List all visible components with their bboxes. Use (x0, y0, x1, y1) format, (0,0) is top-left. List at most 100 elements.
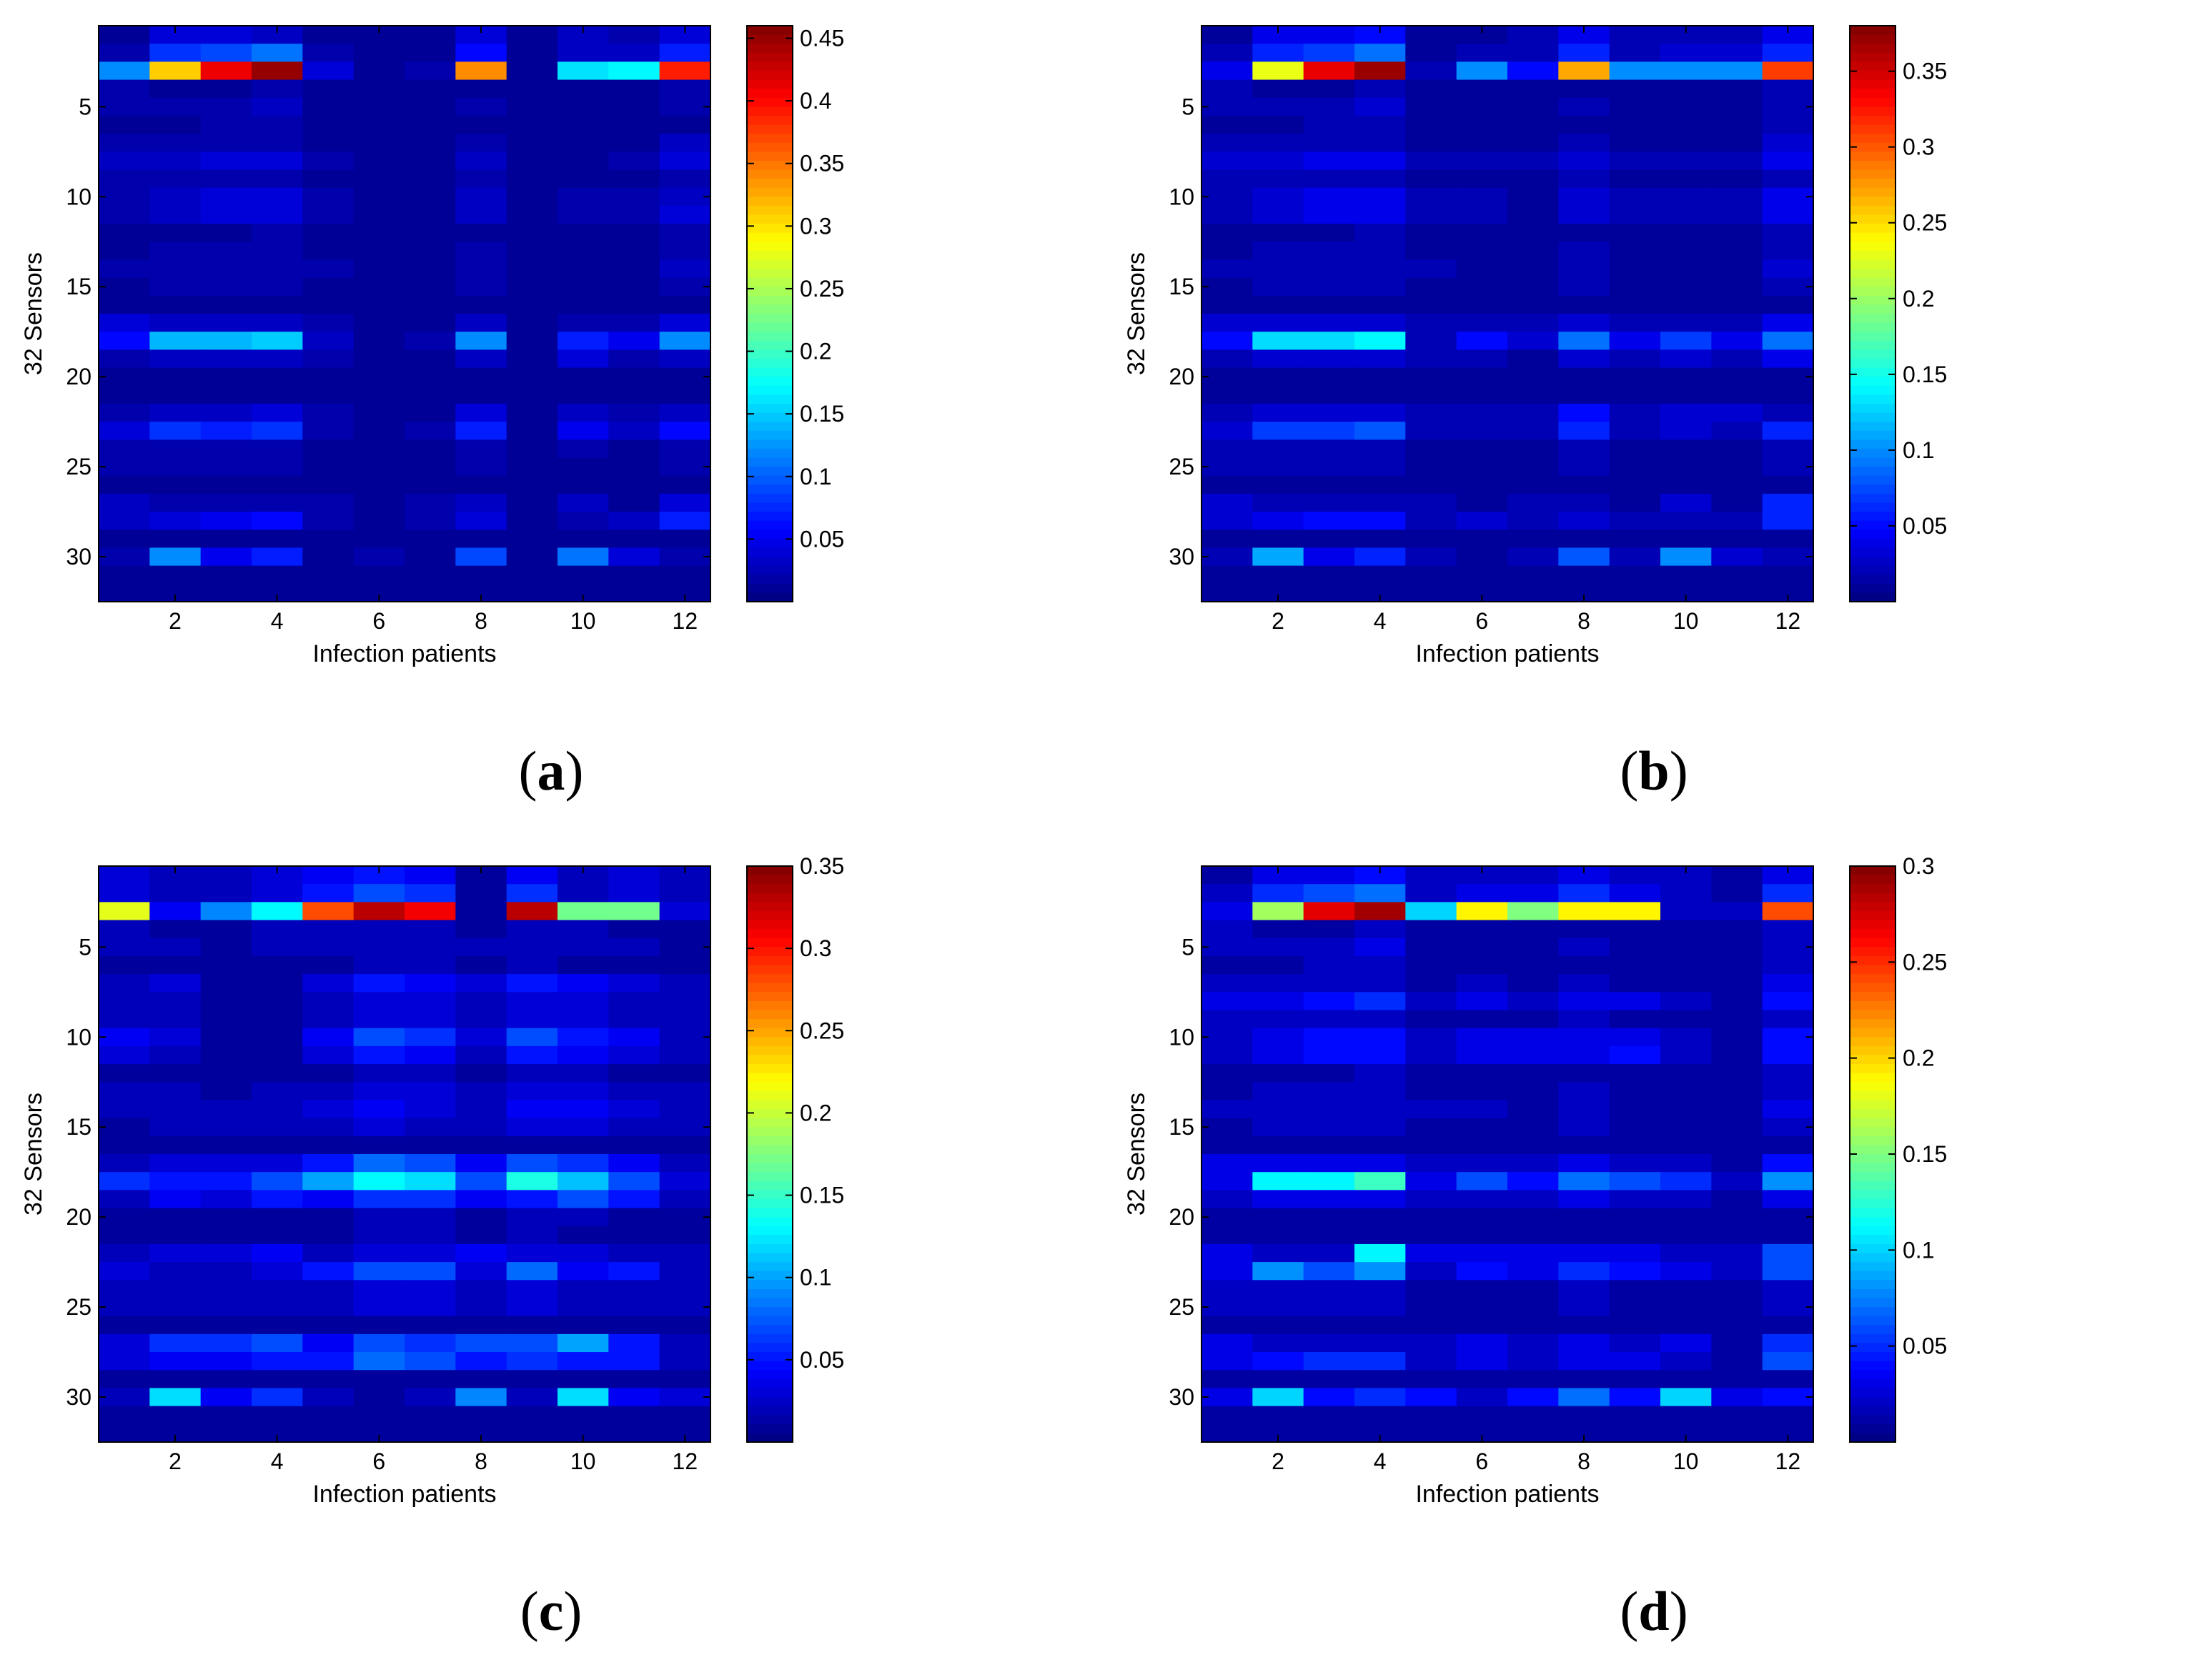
heatmap-cell (99, 277, 150, 297)
heatmap-cell (1762, 1243, 1814, 1263)
heatmap-cell (1660, 151, 1712, 171)
heatmap-cell (1558, 61, 1610, 81)
heatmap-cell (1456, 151, 1508, 171)
heatmap-cell (608, 565, 660, 585)
heatmap-cell (1201, 920, 1253, 939)
heatmap-cell (1252, 224, 1304, 242)
colorbar-segment (747, 1064, 793, 1074)
heatmap-cell (1201, 1082, 1253, 1101)
heatmap-cell (200, 974, 252, 993)
heatmap-cell (1354, 422, 1406, 440)
colorbar-segment (747, 1145, 793, 1155)
heatmap-cell (405, 1316, 456, 1335)
heatmap-cell (558, 97, 609, 116)
heatmap-cell (1711, 224, 1763, 242)
colorbar-segment (747, 224, 793, 234)
heatmap-cell (1252, 1406, 1304, 1425)
colorbar-segment (747, 322, 793, 332)
heatmap-cell (1609, 422, 1661, 440)
heatmap-cell (149, 1118, 202, 1137)
colorbar-segment (747, 1226, 793, 1236)
heatmap-cell (506, 115, 558, 134)
colorbar-segment (747, 197, 793, 207)
heatmap-cell (252, 1135, 303, 1155)
heatmap-cell (302, 1064, 355, 1083)
heatmap-cell (1660, 259, 1712, 279)
heatmap-cell (353, 938, 405, 957)
colorbar-segment (747, 1055, 793, 1065)
heatmap-cell (1201, 169, 1253, 189)
colorbar-segment (1850, 1118, 1896, 1128)
colorbar-segment (747, 1370, 793, 1380)
heatmap-cell (99, 1064, 150, 1083)
heatmap-cell (1405, 530, 1457, 549)
heatmap-cell (200, 565, 252, 585)
heatmap-cell (506, 1298, 558, 1317)
heatmap-cell (1354, 1082, 1406, 1101)
heatmap-cell (1456, 97, 1508, 116)
heatmap-cell (252, 955, 303, 975)
heatmap-cell (608, 493, 660, 512)
heatmap-cell (99, 367, 150, 387)
heatmap-cell (1354, 1333, 1406, 1353)
heatmap-cell (200, 920, 252, 939)
colorbar-tick-label: 0.4 (800, 88, 831, 114)
heatmap-cell (302, 44, 355, 62)
heatmap-cell (1609, 457, 1661, 477)
heatmap-cell (455, 1100, 507, 1119)
heatmap-cell (1762, 1298, 1814, 1317)
heatmap-cell (1609, 1388, 1661, 1407)
heatmap-cell (1711, 1190, 1763, 1209)
heatmap-cell (608, 1135, 660, 1155)
heatmap-cell (506, 1280, 558, 1299)
colorbar-segment (747, 232, 793, 242)
heatmap-cell (1405, 115, 1457, 134)
heatmap-cell (200, 1135, 252, 1155)
colorbar-segment (747, 1262, 793, 1272)
y-tick-label: 25 (1169, 454, 1194, 479)
heatmap-cell (1303, 1298, 1355, 1317)
heatmap-cell (608, 422, 660, 440)
heatmap-cell (405, 1388, 456, 1407)
heatmap-cell (1558, 1190, 1610, 1209)
x-axis-label: Infection patients (312, 640, 496, 667)
heatmap-cell (455, 97, 507, 116)
heatmap-cell (1507, 884, 1559, 903)
heatmap-cell (659, 314, 711, 332)
heatmap-cell (1303, 1154, 1355, 1173)
heatmap-cell (659, 1208, 711, 1227)
heatmap-cell (1252, 1333, 1304, 1353)
heatmap-cell (1660, 367, 1712, 387)
heatmap-cell (200, 1226, 252, 1245)
heatmap-cell (200, 547, 252, 567)
heatmap-cell (1507, 349, 1559, 369)
heatmap-cell (1558, 115, 1610, 134)
heatmap-cell (608, 1298, 660, 1317)
heatmap-cell (659, 1298, 711, 1317)
colorbar-segment (1850, 965, 1896, 975)
heatmap-cell (1762, 385, 1814, 404)
heatmap-cell (1762, 565, 1814, 585)
colorbar-tick-label: 0.35 (800, 151, 844, 177)
heatmap-cell (1303, 1406, 1355, 1425)
heatmap-cell (1456, 314, 1508, 332)
heatmap-cell (149, 938, 202, 957)
colorbar-segment (1850, 1423, 1896, 1433)
heatmap-cell (405, 224, 456, 242)
heatmap-cell (506, 1316, 558, 1335)
heatmap-cell (1303, 938, 1355, 957)
colorbar-segment (1850, 1406, 1896, 1416)
heatmap-cell (1558, 1100, 1610, 1119)
heatmap-cell (1609, 1316, 1661, 1335)
heatmap-cell (1660, 349, 1712, 369)
heatmap-cell (1558, 439, 1610, 459)
heatmap-cell (149, 1243, 202, 1263)
heatmap-cell (1201, 26, 1253, 44)
heatmap-cell (659, 439, 711, 459)
heatmap-cell (1252, 295, 1304, 314)
heatmap-cell (1711, 1406, 1763, 1425)
colorbar-segment (747, 412, 793, 422)
heatmap-cell (506, 439, 558, 459)
colorbar-segment (747, 592, 793, 602)
colorbar-segment (1850, 124, 1896, 134)
